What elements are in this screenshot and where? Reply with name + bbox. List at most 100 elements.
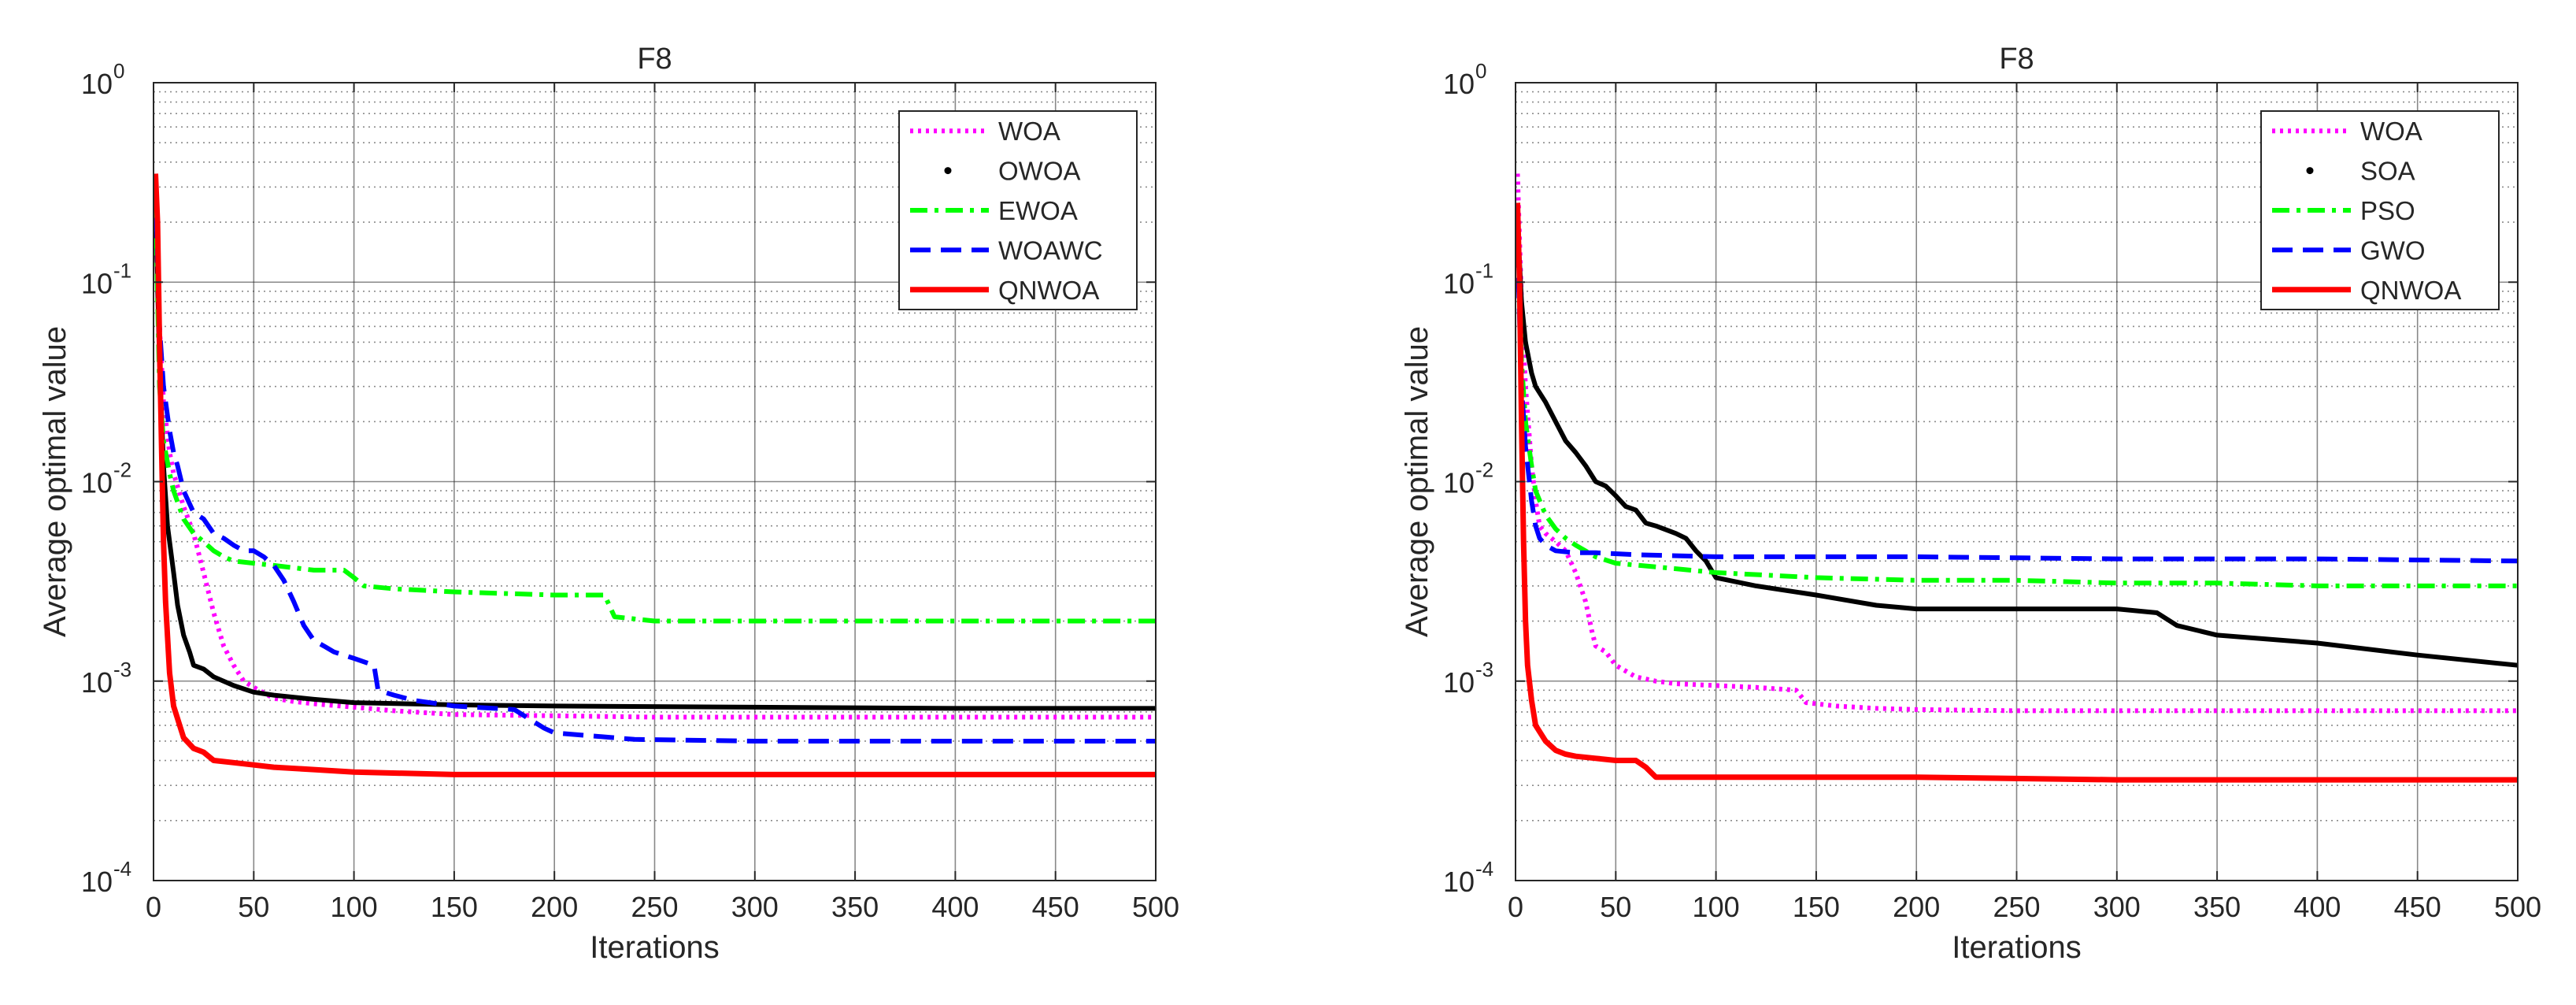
x-tick-label: 450 — [2394, 891, 2441, 923]
y-tick-label-base: 10 — [1443, 267, 1475, 299]
series-qnwoa-line — [153, 173, 1156, 777]
major-grid — [1516, 83, 2518, 881]
y-tick-label-exponent: -2 — [113, 458, 131, 482]
x-tick-label: 400 — [2293, 891, 2341, 923]
x-tick-label: 0 — [146, 891, 161, 923]
legend-label: GWO — [2360, 235, 2425, 265]
x-tick-label: 250 — [631, 891, 678, 923]
legend-marker — [944, 167, 952, 175]
legend-label: PSO — [2360, 196, 2415, 225]
series-group — [153, 173, 1156, 777]
x-tick-label: 200 — [531, 891, 578, 923]
legend-item-pso: PSO — [2272, 196, 2415, 225]
legend-label: OWOA — [998, 157, 1081, 186]
y-tick-label-base: 10 — [1443, 866, 1475, 898]
series-pso-line — [1515, 202, 2518, 588]
y-tick-label-base: 10 — [1443, 467, 1475, 499]
x-tick-labels: 0 50 100 150 200 250 300 350 400 450 500 — [146, 891, 1179, 923]
x-axis-label: Iterations — [1952, 930, 2082, 965]
y-tick-label: 10 0 — [1443, 59, 1487, 100]
legend-label: QNWOA — [998, 276, 1099, 305]
legend-item-owoa: OWOA — [944, 157, 1081, 186]
x-tick-label: 350 — [831, 891, 879, 923]
y-tick-label-base: 10 — [1443, 666, 1475, 699]
legend-label: QNWOA — [2360, 276, 2461, 305]
y-axis-label: Average optimal value — [38, 326, 72, 637]
y-tick-label-exponent: 0 — [113, 59, 124, 83]
legend-label: SOA — [2360, 157, 2415, 186]
legend-box — [2260, 110, 2500, 310]
legend-item-soa: SOA — [2306, 157, 2415, 186]
y-tick-label-base: 10 — [1443, 68, 1475, 100]
legend: WOA OWOA EWOA WOAWC QNWOA — [898, 110, 1138, 310]
y-tick-label-base: 10 — [81, 467, 113, 499]
x-tick-label: 250 — [1993, 891, 2040, 923]
legend-item-woawc: WOAWC — [910, 235, 1103, 265]
series-owoa-line — [153, 202, 1156, 711]
y-tick-label: 10 -3 — [1443, 658, 1493, 699]
y-tick-label-exponent: -1 — [1475, 258, 1493, 282]
legend-item-qnwoa: QNWOA — [2272, 276, 2461, 305]
legend-item-woa: WOA — [2272, 117, 2422, 146]
x-tick-labels: 0 50 100 150 200 250 300 350 400 450 500 — [1508, 891, 2541, 923]
y-tick-label-exponent: -4 — [113, 857, 131, 881]
y-tick-label-exponent: -3 — [1475, 658, 1493, 681]
series-woa-line — [153, 187, 1156, 720]
x-tick-label: 300 — [731, 891, 779, 923]
x-tick-label: 100 — [331, 891, 378, 923]
y-tick-label-exponent: -1 — [113, 258, 131, 282]
y-tick-label-exponent: -2 — [1475, 458, 1493, 482]
y-tick-label: 10 -1 — [81, 258, 131, 299]
legend-label: WOAWC — [998, 235, 1103, 265]
legend-item-woa: WOA — [910, 117, 1060, 146]
y-axis-label: Average optimal value — [1400, 326, 1434, 637]
series-gwo-line — [1515, 247, 2519, 564]
chart-title: F8 — [1999, 43, 2034, 76]
legend-marker — [2306, 167, 2314, 175]
x-tick-label: 300 — [2093, 891, 2141, 923]
x-tick-label: 50 — [1600, 891, 1631, 923]
y-tick-label-exponent: 0 — [1475, 59, 1486, 83]
x-axis-label: Iterations — [590, 930, 720, 965]
y-tick-label-base: 10 — [81, 68, 113, 100]
y-tick-label: 10 -4 — [81, 857, 131, 898]
x-tick-label: 0 — [1508, 891, 1523, 923]
chart-title: F8 — [637, 43, 672, 76]
y-tick-label-exponent: -3 — [113, 658, 131, 681]
y-tick-label: 10 0 — [81, 59, 125, 100]
x-tick-label: 500 — [2494, 891, 2541, 923]
x-tick-label: 150 — [431, 891, 478, 923]
series-soa-line — [1515, 221, 2519, 668]
legend-label: WOA — [998, 117, 1060, 146]
legend-box — [898, 110, 1138, 310]
series-group — [1515, 173, 2519, 783]
ticks — [153, 82, 1157, 881]
y-tick-label: 10 -2 — [81, 458, 131, 499]
y-tick-label: 10 -3 — [81, 658, 131, 699]
legend-label: WOA — [2360, 117, 2422, 146]
ticks — [1515, 82, 2519, 881]
y-tick-label-base: 10 — [81, 666, 113, 699]
x-tick-label: 400 — [931, 891, 979, 923]
x-tick-label: 450 — [1032, 891, 1079, 923]
x-tick-label: 500 — [1132, 891, 1179, 923]
y-tick-label-base: 10 — [81, 267, 113, 299]
series-woawc-line — [153, 187, 1156, 744]
legend-label: EWOA — [998, 196, 1078, 225]
x-tick-label: 200 — [1893, 891, 1940, 923]
series-qnwoa-line — [1515, 202, 2518, 783]
y-tick-label-base: 10 — [81, 866, 113, 898]
legend-item-qnwoa: QNWOA — [910, 276, 1099, 305]
x-tick-label: 150 — [1793, 891, 1840, 923]
x-tick-label: 100 — [1693, 891, 1740, 923]
legend-item-ewoa: EWOA — [910, 196, 1078, 225]
y-tick-label-exponent: -4 — [1475, 857, 1493, 881]
legend-item-gwo: GWO — [2272, 235, 2425, 265]
y-tick-label: 10 -1 — [1443, 258, 1493, 299]
y-tick-label: 10 -2 — [1443, 458, 1493, 499]
